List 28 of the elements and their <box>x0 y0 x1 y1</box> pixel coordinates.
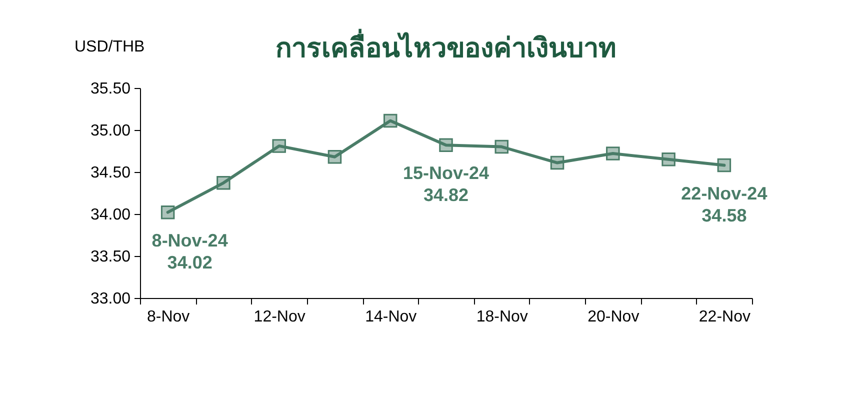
point <box>160 205 175 220</box>
x-tick-label: 18-Nov <box>476 308 528 326</box>
y-tick-label: 35.00 <box>90 122 131 140</box>
x-tick-label: 8-Nov <box>146 308 190 326</box>
chart-title: การเคลื่อนไหวของค่าเงินบาท <box>276 28 616 64</box>
point <box>550 156 564 170</box>
data-label: 15-Nov-24 34.82 <box>402 163 490 206</box>
y-tick-label: 34.50 <box>90 164 131 182</box>
point <box>494 140 509 154</box>
data-label: 22-Nov-24 34.58 <box>681 183 768 226</box>
y-tick-label: 33.00 <box>90 290 131 308</box>
y-tick-label: 34.00 <box>90 206 131 224</box>
point <box>662 152 676 166</box>
point <box>606 146 620 160</box>
data-label: 8-Nov-24 34.02 <box>152 230 228 272</box>
point <box>272 139 286 153</box>
point <box>717 158 732 172</box>
x-tick-label: 20-Nov <box>588 308 640 326</box>
x-tick-label: 22-Nov <box>698 308 750 326</box>
x-tick-label: 12-Nov <box>254 308 306 326</box>
point <box>216 176 230 190</box>
point <box>383 114 398 128</box>
point <box>439 138 453 152</box>
y-tick-label: 35.50 <box>90 80 131 98</box>
point <box>328 150 342 164</box>
y-tick-label: 33.50 <box>90 248 131 266</box>
x-tick-label: 14-Nov <box>365 308 417 326</box>
y-axis-title: USD/THB <box>74 38 145 56</box>
